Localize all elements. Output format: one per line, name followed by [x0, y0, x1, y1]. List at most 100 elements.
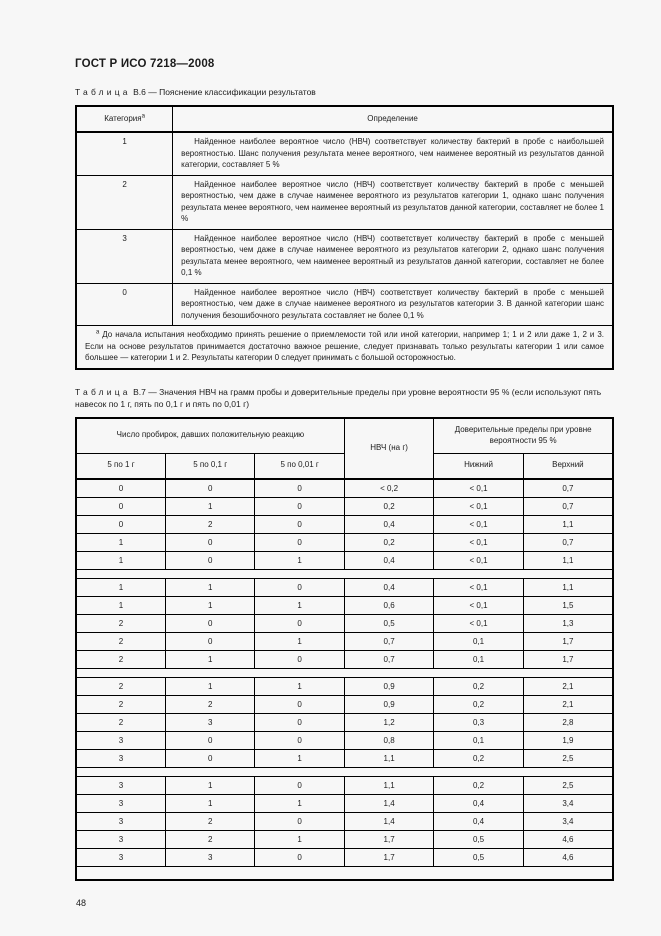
table-cell: 0 [254, 577, 345, 597]
table-cell: 2 [75, 649, 166, 669]
table-b7-caption: Таблица В.7 — Значения НВЧ на грамм проб… [75, 386, 614, 410]
table-cell: 0,2 [433, 748, 524, 768]
table-cell: 0,2 [433, 775, 524, 795]
table-cell: 0,2 [343, 496, 435, 516]
table-row: 3 1 1 1,4 0,4 3,4 [75, 793, 614, 813]
table-cell: 0 [164, 550, 256, 570]
category-footnote-marker: а [141, 113, 145, 120]
table-row: 1 0 0 0,2 < 0,1 0,7 [75, 532, 614, 552]
column-header-lower-limit: Нижний [433, 452, 524, 480]
table-cell: 0,1 [433, 730, 524, 750]
table-cell: 0 [254, 730, 345, 750]
table-cell: 1 [254, 676, 345, 696]
table-cell: 0,6 [343, 595, 435, 615]
table-cell: 3 [75, 847, 166, 867]
table-cell: 1 [164, 793, 256, 813]
table-cell: 1 [164, 649, 256, 669]
table-cell: < 0,1 [433, 595, 524, 615]
table-b6-caption-rest: В.6 — Пояснение классификации результато… [133, 87, 316, 97]
table-b7-subheader-row: 5 по 1 г 5 по 0,1 г 5 по 0,01 г Нижний В… [75, 452, 614, 480]
spacer-row [75, 766, 614, 777]
table-b6-caption: Таблица В.6 — Пояснение классификации ре… [75, 86, 614, 98]
table-cell: 0,4 [433, 793, 524, 813]
doc-header: ГОСТ Р ИСО 7218—2008 [75, 58, 215, 70]
table-cell: 0,7 [343, 649, 435, 669]
table-cell: 0 [254, 649, 345, 669]
table-cell: 1 [75, 550, 166, 570]
table-cell: 1 [254, 748, 345, 768]
table-cell: 0 [75, 478, 166, 498]
table-cell: 1,2 [343, 712, 435, 732]
table-cell: 1,5 [522, 595, 614, 615]
table-row: 2 1 1 0,9 0,2 2,1 [75, 676, 614, 696]
definition-cell: Найденное наиболее вероятное число (НВЧ)… [172, 228, 614, 284]
table-row: 3 3 0 1,7 0,5 4,6 [75, 847, 614, 867]
table-cell: 0 [164, 748, 256, 768]
table-row: 3 2 1 1,7 0,5 4,6 [75, 829, 614, 849]
column-header-5x001g: 5 по 0,01 г [254, 452, 345, 480]
table-b7: Число пробирок, давших положительную реа… [75, 416, 614, 881]
definition-cell: Найденное наиболее вероятное число (НВЧ)… [172, 174, 614, 230]
table-cell: 1 [254, 793, 345, 813]
table-cell: 0 [254, 811, 345, 831]
table-row: 1 Найденное наиболее вероятное число (НВ… [75, 131, 614, 176]
table-row: 3 0 0 0,8 0,1 1,9 [75, 730, 614, 750]
table-row: 2 2 0 0,9 0,2 2,1 [75, 694, 614, 714]
table-cell: < 0,1 [433, 478, 524, 498]
table-cell: 0 [164, 730, 256, 750]
table-cell: 0,5 [433, 829, 524, 849]
table-cell: 1,7 [343, 829, 435, 849]
table-cell: 0 [254, 694, 345, 714]
table-cell: 0,2 [343, 532, 435, 552]
table-cell: 0 [254, 496, 345, 516]
table-cell: 0,2 [433, 694, 524, 714]
table-cell: 3 [75, 811, 166, 831]
table-cell: 0,3 [433, 712, 524, 732]
table-row: 0 2 0 0,4 < 0,1 1,1 [75, 514, 614, 534]
table-cell: 1,4 [343, 811, 435, 831]
table-cell: 0 [164, 532, 256, 552]
table-cell: 1 [75, 577, 166, 597]
table-cell: 1,1 [343, 748, 435, 768]
table-row: 3 2 0 1,4 0,4 3,4 [75, 811, 614, 831]
table-cell: 3,4 [522, 793, 614, 813]
table-cell: 2,1 [522, 676, 614, 696]
table-cell: 2 [75, 631, 166, 651]
table-cell: 1,7 [522, 631, 614, 651]
table-cell: 0 [75, 514, 166, 534]
table-row: 2 0 0 0,5 < 0,1 1,3 [75, 613, 614, 633]
table-row: 1 1 0 0,4 < 0,1 1,1 [75, 577, 614, 597]
table-cell: 0 [164, 478, 256, 498]
table-cell: 0 [254, 514, 345, 534]
table-cell: 0,9 [343, 676, 435, 696]
table-cell: < 0,1 [433, 532, 524, 552]
table-cell: 1 [164, 775, 256, 795]
table-row: 2 Найденное наиболее вероятное число (НВ… [75, 174, 614, 230]
table-cell: 0,8 [343, 730, 435, 750]
table-row: 1 0 1 0,4 < 0,1 1,1 [75, 550, 614, 570]
table-cell: 3 [75, 775, 166, 795]
table-cell: 1,3 [522, 613, 614, 633]
table-cell: 1,9 [522, 730, 614, 750]
column-header-upper-limit: Верхний [522, 452, 614, 480]
table-cell: 1 [164, 496, 256, 516]
table-cell: 2 [164, 811, 256, 831]
spacer-row [75, 865, 614, 880]
table-cell: 0,1 [433, 649, 524, 669]
table-cell: 4,6 [522, 847, 614, 867]
table-cell: 0,4 [343, 550, 435, 570]
table-cell: 1,1 [522, 514, 614, 534]
spacer-cell [75, 865, 614, 880]
table-b7-header-row: Число пробирок, давших положительную реа… [75, 417, 614, 480]
table-cell: 1 [75, 595, 166, 615]
table-cell: 2,8 [522, 712, 614, 732]
table-row: 2 3 0 1,2 0,3 2,8 [75, 712, 614, 732]
table-b7-caption-word: Таблица [75, 386, 131, 397]
table-cell: 3 [164, 847, 256, 867]
table-cell: 1 [164, 676, 256, 696]
table-row: 0 0 0 < 0,2 < 0,1 0,7 [75, 478, 614, 498]
table-cell: 3 [75, 748, 166, 768]
page-number: 48 [76, 897, 87, 908]
table-b6: Категорияа Определение 1 Найденное наибо… [75, 105, 614, 370]
spacer-row [75, 568, 614, 579]
